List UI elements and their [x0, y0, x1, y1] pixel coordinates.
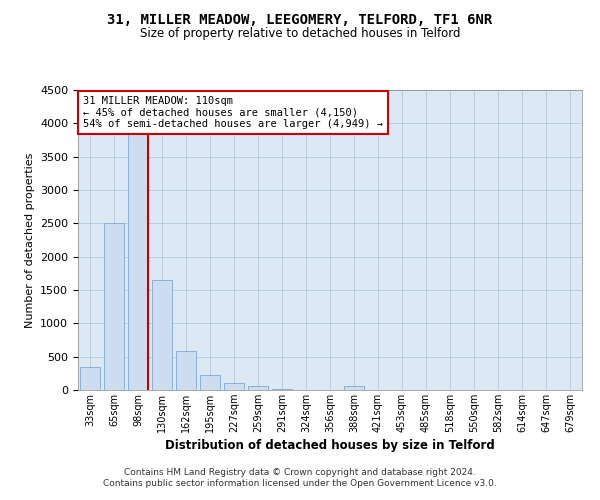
Bar: [200, 374, 220, 390]
Text: Contains HM Land Registry data © Crown copyright and database right 2024.
Contai: Contains HM Land Registry data © Crown c…: [103, 468, 497, 487]
Bar: [80, 366, 100, 390]
Bar: [344, 386, 364, 390]
Y-axis label: Number of detached properties: Number of detached properties: [25, 152, 35, 328]
Bar: [152, 280, 172, 390]
Text: 31 MILLER MEADOW: 110sqm
← 45% of detached houses are smaller (4,150)
54% of sem: 31 MILLER MEADOW: 110sqm ← 45% of detach…: [83, 96, 383, 129]
Bar: [128, 124, 148, 390]
Bar: [176, 352, 196, 390]
Bar: [248, 386, 268, 390]
Bar: [104, 224, 124, 390]
Text: Size of property relative to detached houses in Telford: Size of property relative to detached ho…: [140, 28, 460, 40]
Text: 31, MILLER MEADOW, LEEGOMERY, TELFORD, TF1 6NR: 31, MILLER MEADOW, LEEGOMERY, TELFORD, T…: [107, 12, 493, 26]
X-axis label: Distribution of detached houses by size in Telford: Distribution of detached houses by size …: [165, 439, 495, 452]
Bar: [224, 383, 244, 390]
